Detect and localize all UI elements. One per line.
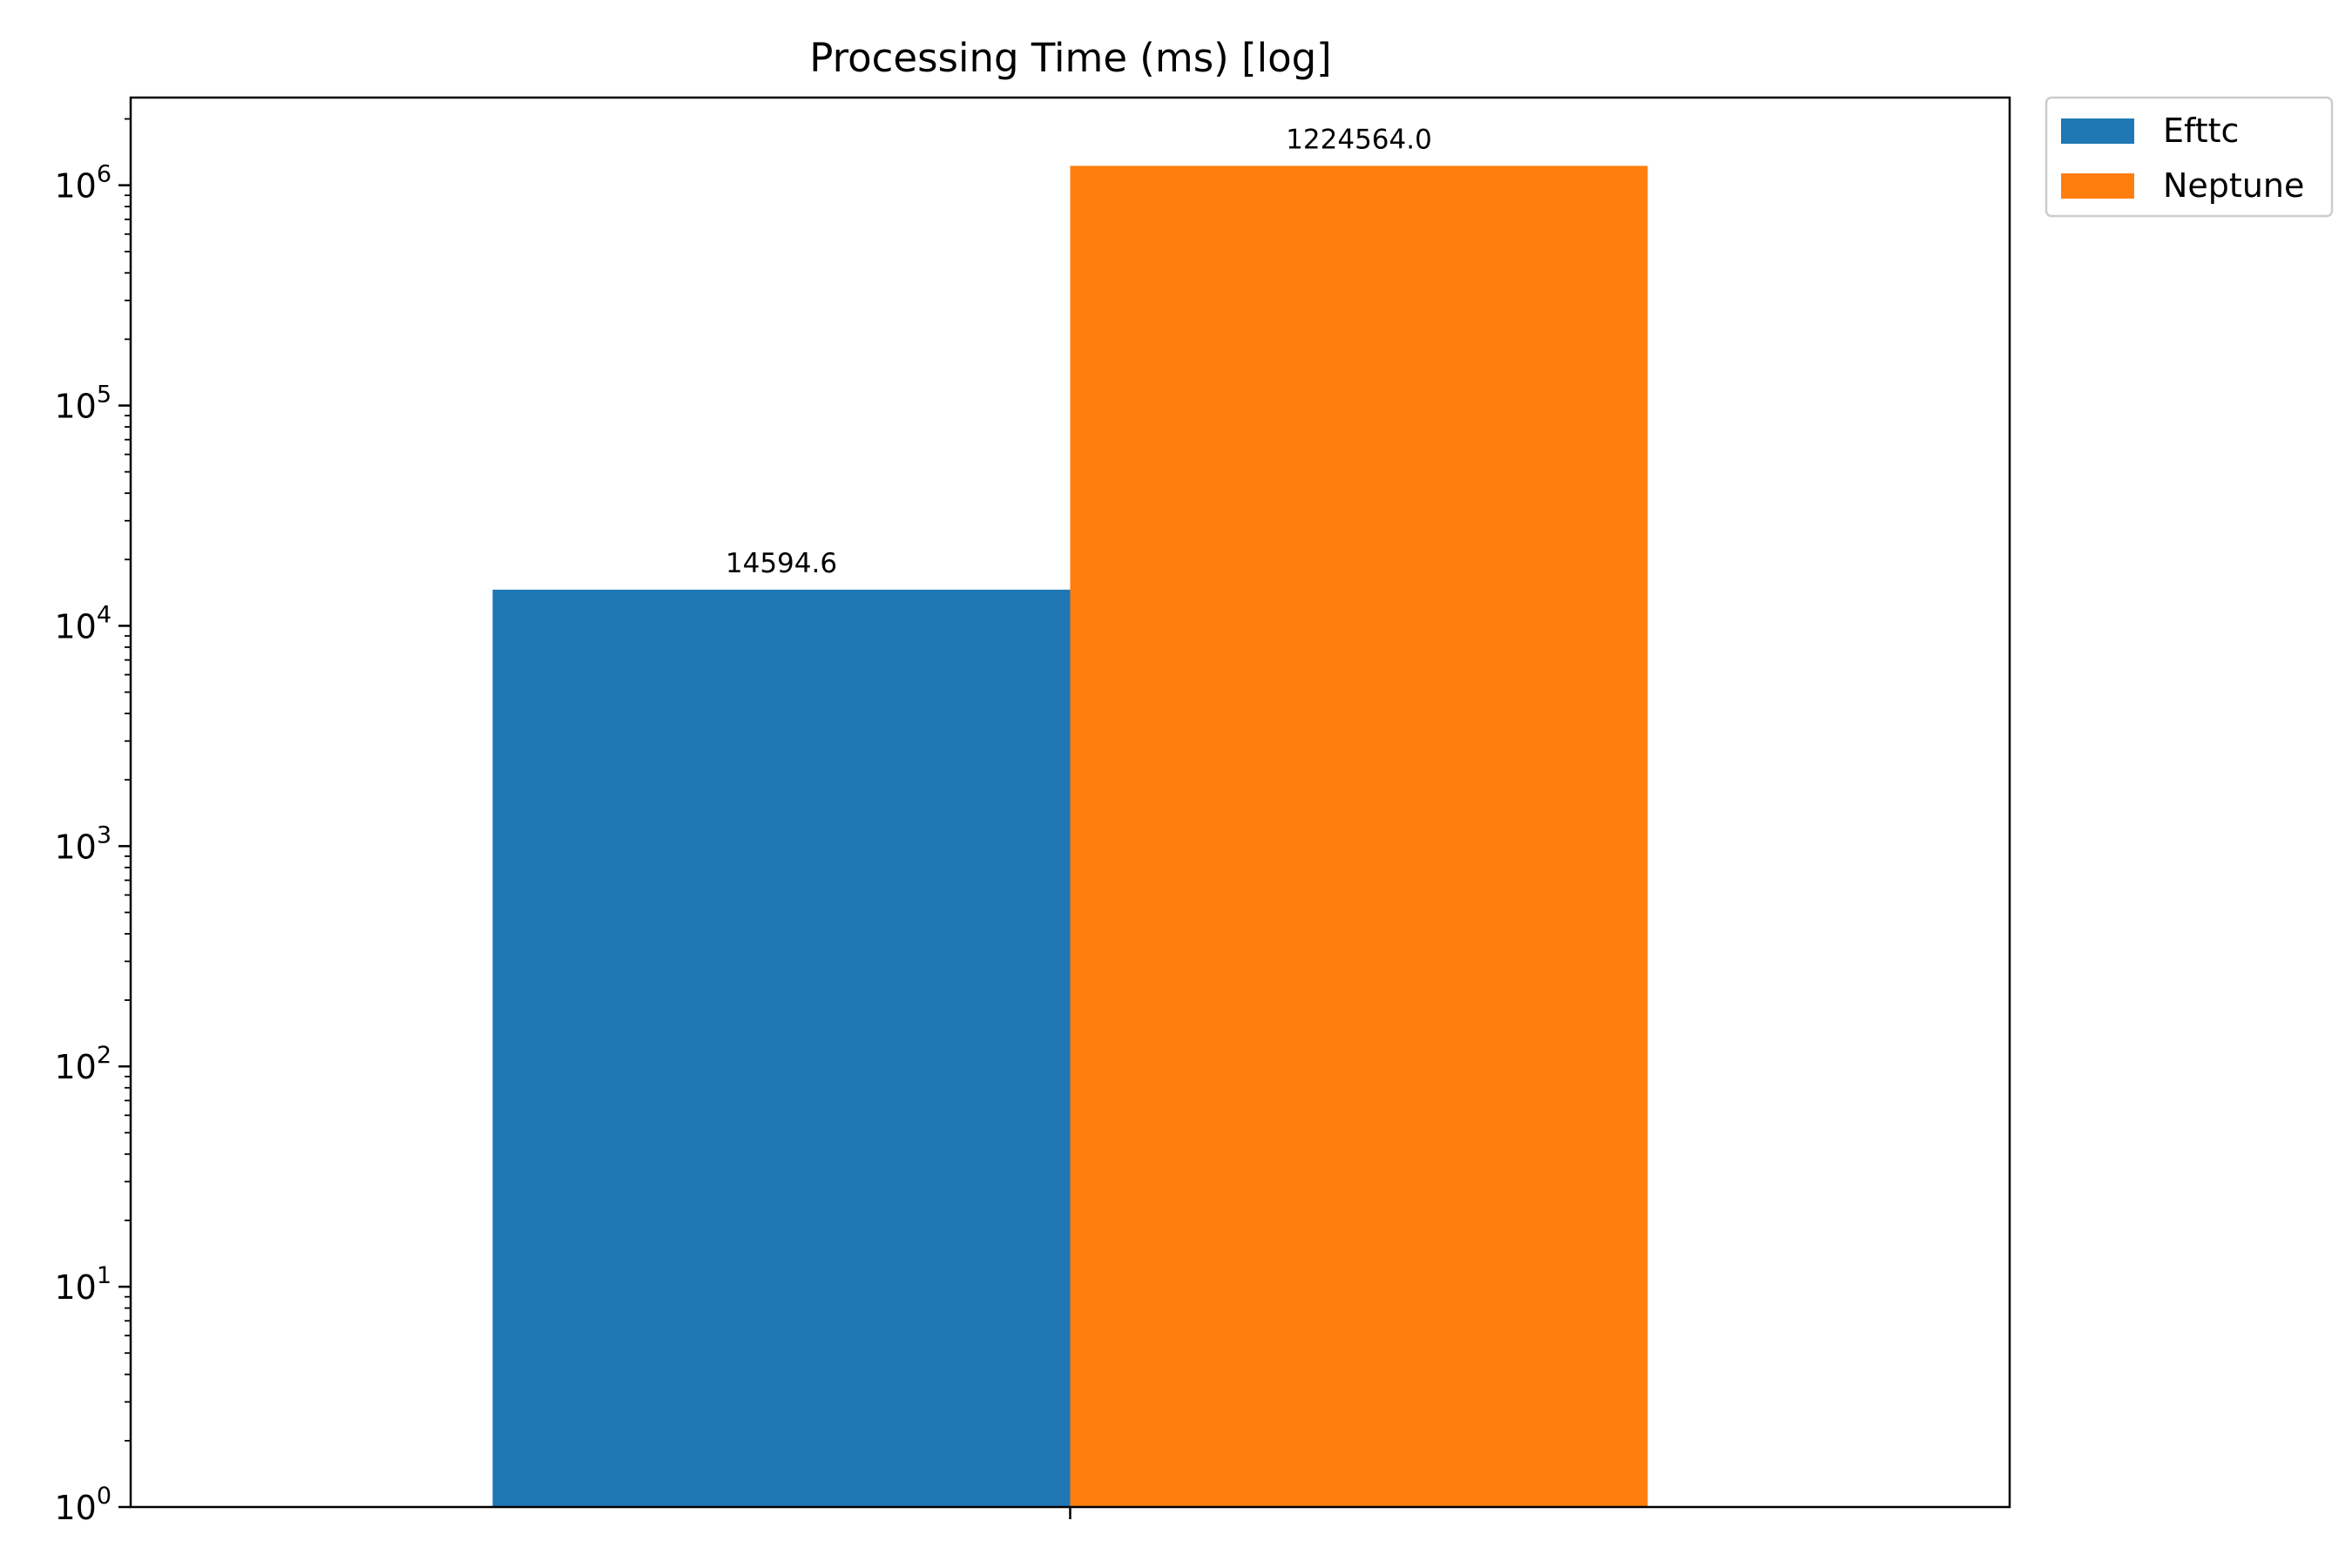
y-tick-label: 103 [54,821,112,866]
bar-efttc [492,589,1071,1508]
bar-value-label: 1224564.0 [1286,124,1432,155]
legend: Efttc Neptune [2044,96,2334,218]
legend-swatch-neptune [2061,173,2134,199]
legend-swatch-efttc [2061,118,2134,144]
y-tick-label: 100 [54,1483,112,1527]
y-tick-label: 104 [54,601,112,645]
bars-layer [492,166,1648,1508]
legend-label-efttc: Efttc [2163,112,2239,150]
bar-value-label: 14594.6 [726,548,837,579]
bar-labels-layer: 14594.6 1224564.0 [726,124,1432,579]
y-tick-label: 106 [54,161,112,206]
bar-neptune [1070,166,1648,1508]
legend-items: Efttc Neptune [2061,112,2304,205]
y-tick-label: 102 [54,1042,112,1086]
y-tick-label: 105 [54,382,112,426]
y-axis: 100 101 102 103 104 105 106 [54,118,131,1527]
legend-label-neptune: Neptune [2163,166,2304,205]
chart-title: Processing Time (ms) [log] [809,35,1331,81]
y-tick-label: 101 [54,1262,112,1307]
